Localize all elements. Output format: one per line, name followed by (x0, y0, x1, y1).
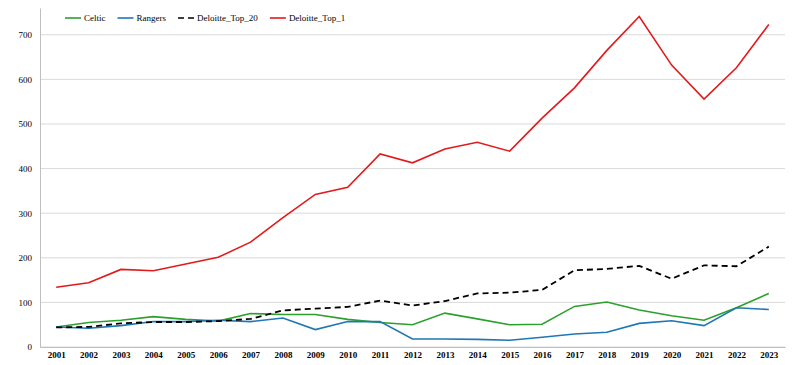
tick: 2007 (242, 347, 260, 360)
tick-label: 2010 (339, 350, 358, 360)
tick-label: 2021 (696, 350, 715, 360)
series-line (56, 247, 769, 328)
tick: 100 (19, 298, 41, 308)
x-axis: 2001 2002 2003 2004 2005 2006 2007 2008 2009 2010… (41, 347, 786, 360)
legend-label: Celtic (84, 13, 106, 23)
tick: 2014 (469, 347, 488, 360)
legend-item: Celtic (65, 13, 106, 23)
tick: 2016 (534, 347, 553, 360)
tick-label: 0 (28, 342, 33, 352)
legend-swatch (270, 17, 286, 19)
tick: 2001 (48, 347, 66, 360)
legend-item: Deloitte_Top_1 (270, 13, 345, 23)
tick: 2002 (80, 347, 99, 360)
legend: Celtic Rangers Deloitte_Top_20 Deloitte_Top… (65, 13, 345, 23)
grid-line (40, 34, 785, 35)
grid-line (40, 79, 785, 80)
tick-label: 500 (19, 119, 33, 129)
legend-item: Rangers (118, 13, 167, 23)
tick: 2023 (760, 347, 779, 360)
tick: 0 (28, 342, 41, 352)
tick-label: 200 (19, 253, 33, 263)
tick: 2010 (339, 347, 358, 360)
tick: 600 (19, 75, 41, 85)
grid-line (40, 302, 785, 303)
tick-label: 2013 (436, 350, 455, 360)
grid-line (40, 213, 785, 214)
legend-label: Deloitte_Top_20 (197, 13, 258, 23)
tick-label: 2022 (728, 350, 747, 360)
tick-label: 2020 (663, 350, 682, 360)
tick: 2018 (598, 347, 617, 360)
grid-line (40, 257, 785, 258)
tick-label: 2011 (372, 350, 390, 360)
tick-label: 2007 (242, 350, 260, 360)
tick: 2005 (177, 347, 196, 360)
tick: 400 (19, 164, 41, 174)
tick: 2020 (663, 347, 682, 360)
grid-line (40, 123, 785, 124)
y-axis: 0 100 200 300 400 500 600 700 (19, 9, 41, 353)
axis-line (41, 347, 786, 348)
tick-label: 2001 (48, 350, 66, 360)
series-line (56, 16, 769, 287)
tick-label: 700 (19, 30, 33, 40)
tick: 2015 (501, 347, 520, 360)
tick-label: 100 (19, 298, 33, 308)
tick: 700 (19, 30, 41, 40)
tick: 2004 (145, 347, 164, 360)
tick-label: 2005 (177, 350, 196, 360)
tick-label: 2017 (566, 350, 585, 360)
legend-label: Rangers (137, 13, 167, 23)
tick-label: 300 (19, 209, 33, 219)
legend-item: Deloitte_Top_20 (178, 13, 258, 23)
tick-label: 2015 (501, 350, 520, 360)
tick: 200 (19, 253, 41, 263)
grid (40, 35, 785, 347)
tick-label: 2016 (534, 350, 553, 360)
tick: 300 (19, 209, 41, 219)
tick: 2009 (307, 347, 326, 360)
tick: 2008 (274, 347, 293, 360)
tick-label: 2006 (210, 350, 229, 360)
grid-line (40, 347, 785, 348)
tick: 2012 (404, 347, 423, 360)
tick: 2003 (112, 347, 131, 360)
tick: 2017 (566, 347, 585, 360)
tick-label: 2023 (760, 350, 779, 360)
axis-line (40, 9, 41, 348)
tick-label: 2004 (145, 350, 164, 360)
tick-label: 2012 (404, 350, 423, 360)
tick-label: 2003 (112, 350, 131, 360)
legend-swatch (65, 17, 81, 19)
tick: 2013 (436, 347, 455, 360)
tick-label: 2002 (80, 350, 99, 360)
plot-area (56, 16, 769, 340)
series-line (56, 308, 769, 341)
tick-label: 400 (19, 164, 33, 174)
legend-swatch (118, 17, 134, 19)
grid-line (40, 168, 785, 169)
tick-label: 600 (19, 75, 33, 85)
tick-label: 2008 (274, 350, 293, 360)
tick: 2011 (372, 347, 390, 360)
tick: 500 (19, 119, 41, 129)
chart: 0100200300400500600700200120022003200420… (0, 0, 800, 365)
tick: 2021 (696, 347, 715, 360)
legend-swatch (178, 17, 194, 19)
tick-label: 2019 (631, 350, 650, 360)
tick-label: 2018 (598, 350, 617, 360)
legend-label: Deloitte_Top_1 (289, 13, 345, 23)
tick: 2019 (631, 347, 650, 360)
tick-label: 2014 (469, 350, 488, 360)
tick: 2006 (210, 347, 229, 360)
tick: 2022 (728, 347, 747, 360)
tick-label: 2009 (307, 350, 326, 360)
